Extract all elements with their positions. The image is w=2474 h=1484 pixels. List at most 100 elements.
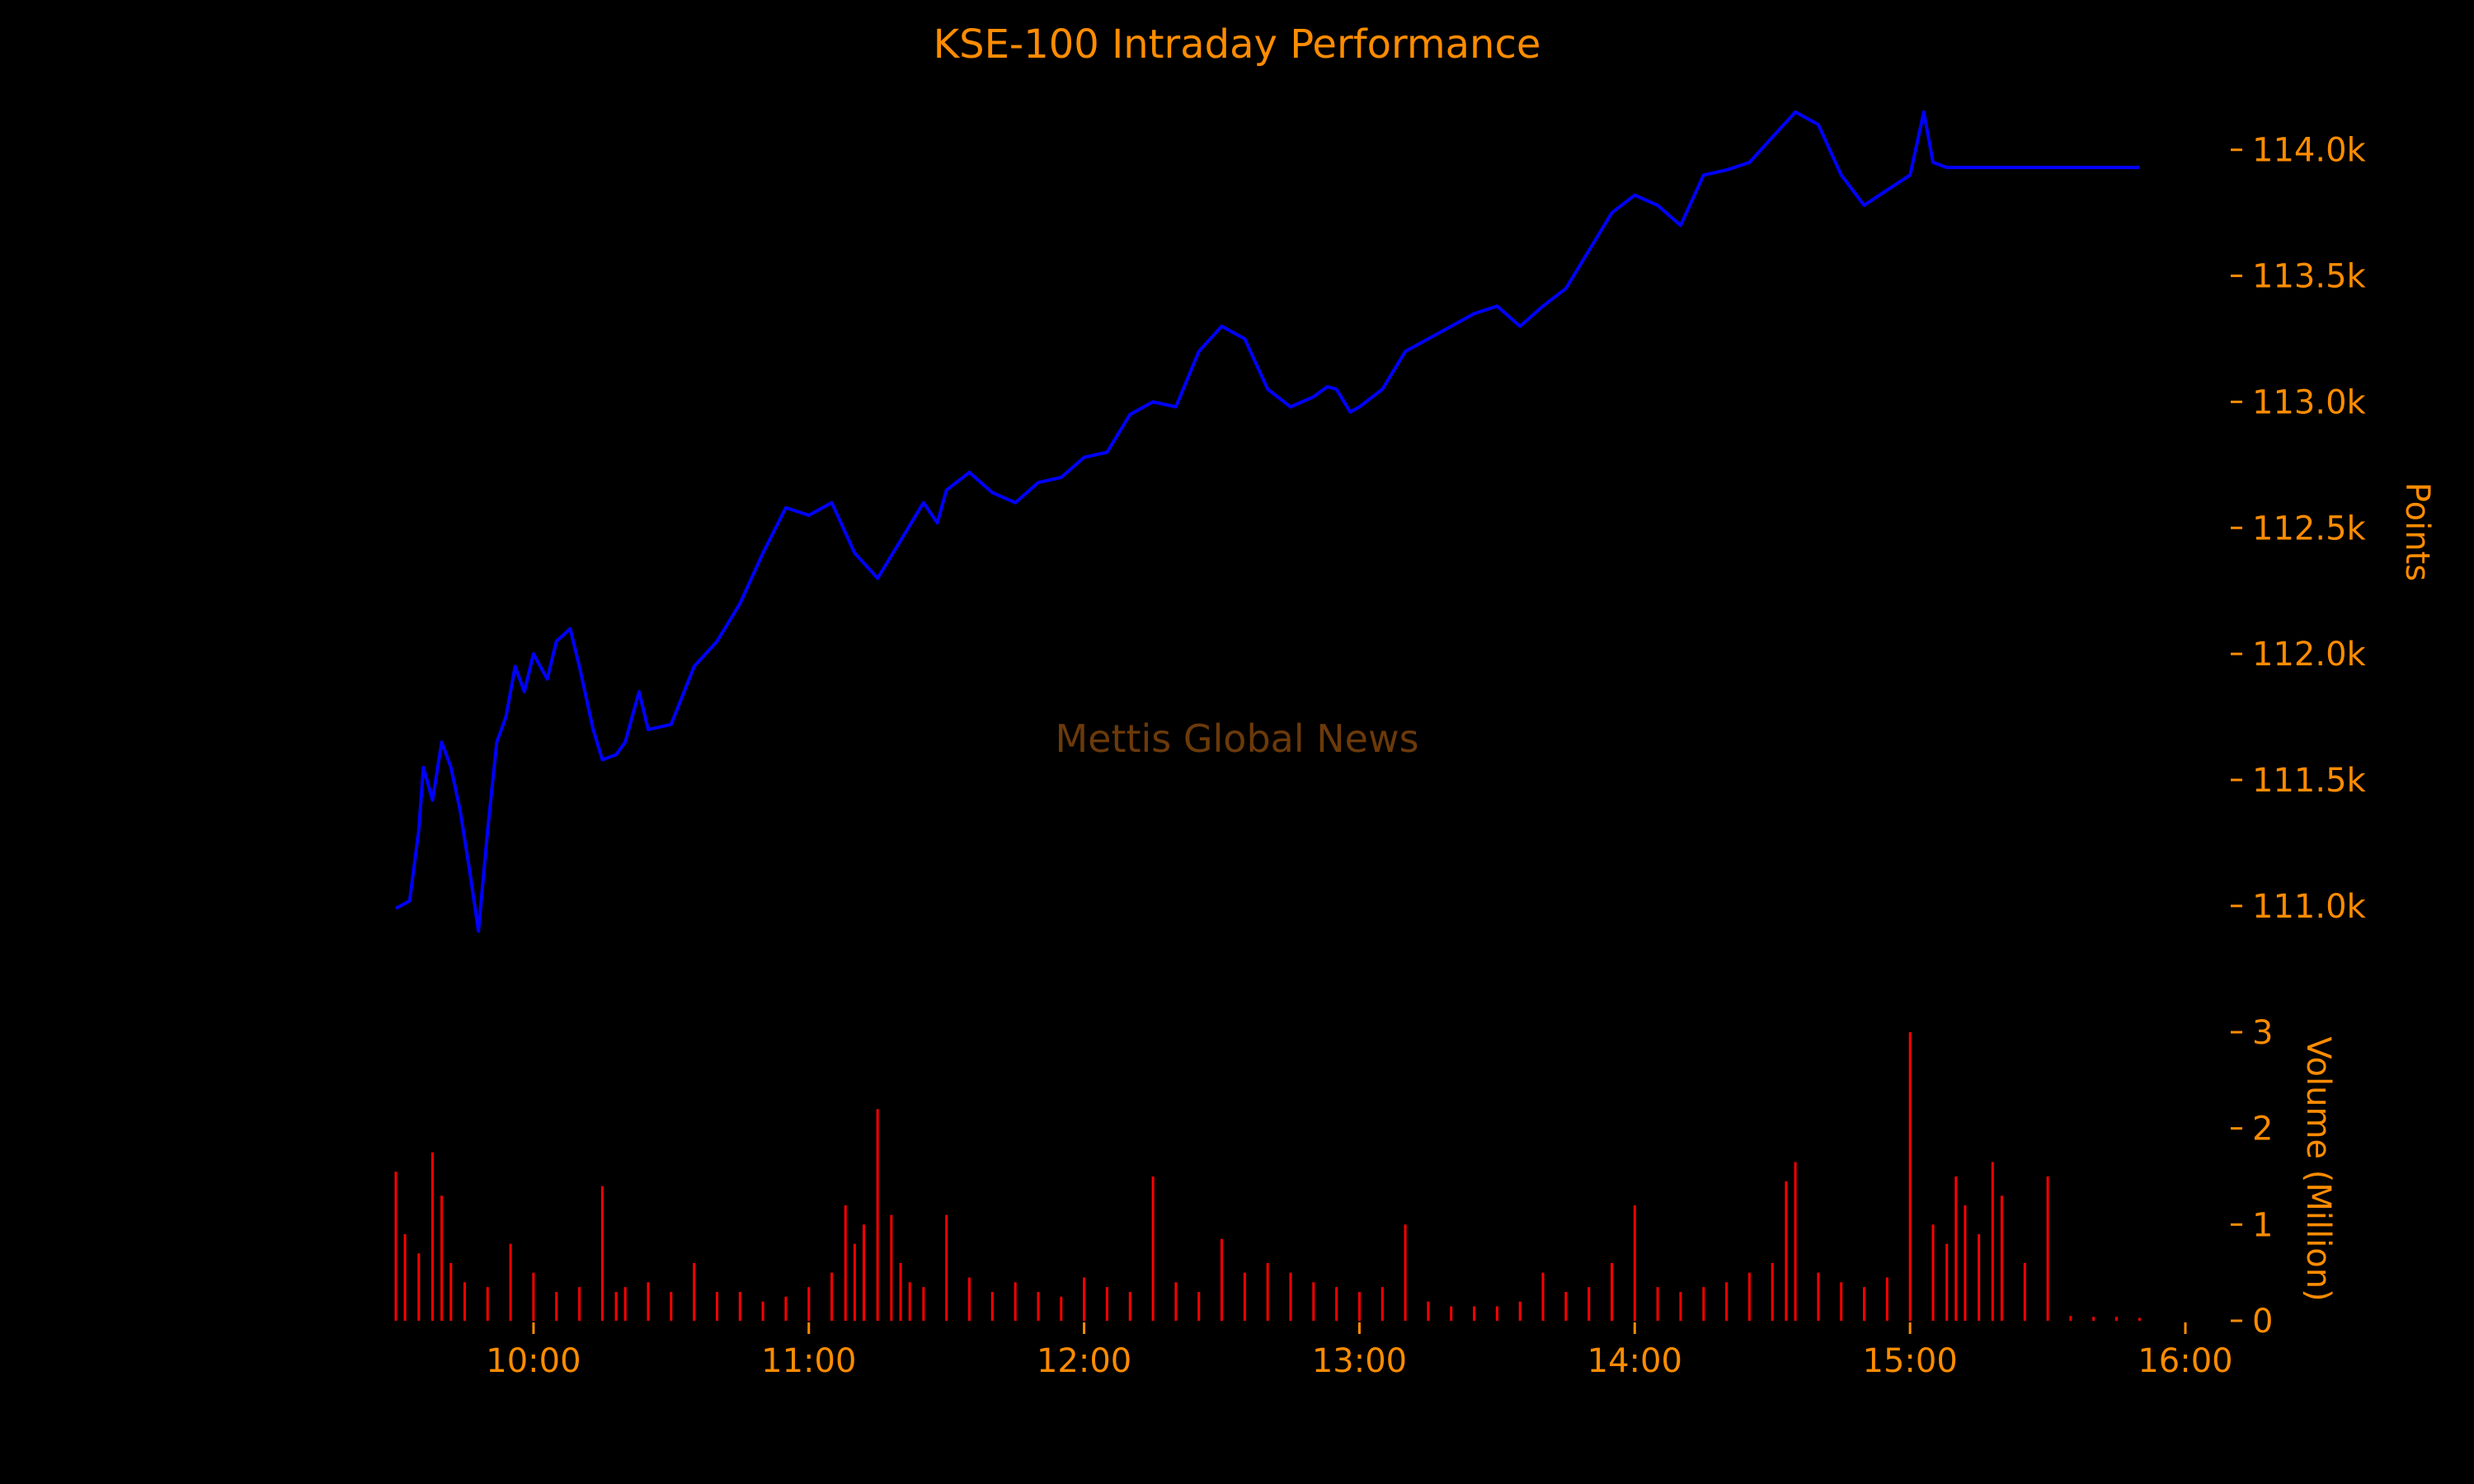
volume-bar bbox=[1725, 1282, 1729, 1321]
price-y-tick-label: 112.0k bbox=[2252, 636, 2367, 674]
volume-y-axis: 0 1 2 3 bbox=[2231, 1014, 2273, 1341]
x-tick-label: 16:00 bbox=[2138, 1342, 2232, 1380]
volume-bar bbox=[863, 1224, 865, 1321]
volume-y-tick-label: 3 bbox=[2252, 1014, 2273, 1052]
price-y-axis-label: Points bbox=[2398, 482, 2436, 581]
volume-bar bbox=[1266, 1263, 1269, 1321]
volume-y-tick-label: 2 bbox=[2252, 1111, 2273, 1148]
volume-bar bbox=[1037, 1292, 1040, 1321]
volume-bar bbox=[449, 1263, 453, 1321]
volume-bar bbox=[1991, 1162, 1994, 1321]
x-tick-label: 11:00 bbox=[761, 1342, 856, 1380]
volume-bar bbox=[1495, 1306, 1498, 1321]
volume-bar bbox=[1785, 1181, 1788, 1321]
volume-bar bbox=[1840, 1282, 1843, 1321]
x-tick-label: 14:00 bbox=[1587, 1342, 1682, 1380]
volume-bar bbox=[830, 1272, 834, 1321]
volume-bar bbox=[1427, 1301, 1430, 1321]
volume-bar bbox=[1863, 1287, 1865, 1321]
volume-bar bbox=[693, 1263, 696, 1321]
volume-y-tick-label: 0 bbox=[2252, 1303, 2273, 1341]
volume-bar bbox=[807, 1287, 811, 1321]
volume-bar bbox=[1289, 1272, 1292, 1321]
volume-bar bbox=[1587, 1287, 1591, 1321]
price-y-tick-label: 111.0k bbox=[2252, 888, 2367, 926]
volume-bar bbox=[1243, 1272, 1246, 1321]
volume-bar bbox=[738, 1292, 741, 1321]
volume-bar bbox=[1771, 1263, 1774, 1321]
volume-bar bbox=[463, 1282, 466, 1321]
volume-bar bbox=[1197, 1292, 1201, 1321]
volume-bar bbox=[440, 1195, 444, 1321]
volume-bar bbox=[1541, 1272, 1545, 1321]
volume-bar bbox=[1702, 1287, 1705, 1321]
volume-bar bbox=[509, 1243, 512, 1321]
volume-bar bbox=[1656, 1287, 1659, 1321]
volume-bar bbox=[1885, 1277, 1888, 1321]
volume-bar bbox=[908, 1282, 911, 1321]
volume-bar bbox=[990, 1292, 994, 1321]
volume-bars bbox=[394, 1032, 2141, 1321]
volume-bar bbox=[761, 1301, 764, 1321]
volume-bar bbox=[2000, 1195, 2003, 1321]
volume-bar bbox=[1473, 1306, 1476, 1321]
volume-bar bbox=[670, 1292, 673, 1321]
volume-bar bbox=[1312, 1282, 1315, 1321]
volume-bar bbox=[1151, 1176, 1155, 1321]
volume-panel: 0 1 2 3 Volume (Million) 10:00 11:00 12:00 13:… bbox=[394, 1014, 2337, 1380]
volume-bar bbox=[1358, 1292, 1361, 1321]
volume-bar bbox=[1954, 1176, 1958, 1321]
volume-bar bbox=[876, 1109, 879, 1321]
volume-bar bbox=[1817, 1272, 1820, 1321]
volume-bar bbox=[647, 1282, 650, 1321]
x-tick-label: 10:00 bbox=[486, 1342, 581, 1380]
volume-bar bbox=[431, 1152, 434, 1321]
volume-bar bbox=[1908, 1032, 1912, 1321]
volume-bar bbox=[1174, 1282, 1178, 1321]
volume-bar bbox=[1335, 1287, 1338, 1321]
x-tick-label: 13:00 bbox=[1312, 1342, 1407, 1380]
price-y-axis: 111.0k 111.5k 112.0k 112.5k 113.0k 113.5k 114.… bbox=[2231, 132, 2367, 926]
volume-bar bbox=[1221, 1238, 1223, 1321]
volume-bar bbox=[1633, 1205, 1636, 1321]
volume-bar bbox=[1964, 1205, 1967, 1321]
volume-bar bbox=[555, 1292, 558, 1321]
volume-bar bbox=[623, 1287, 627, 1321]
time-x-axis: 10:00 11:00 12:00 13:00 14:00 15:00 16:00 bbox=[486, 1322, 2233, 1380]
volume-bar bbox=[844, 1205, 847, 1321]
volume-bar bbox=[1931, 1224, 1935, 1321]
price-y-tick-label: 111.5k bbox=[2252, 762, 2367, 800]
volume-bar bbox=[1105, 1287, 1108, 1321]
volume-bar bbox=[1679, 1292, 1682, 1321]
volume-bar bbox=[486, 1287, 489, 1321]
volume-bar bbox=[1747, 1272, 1751, 1321]
volume-bar bbox=[2069, 1316, 2072, 1321]
volume-bar bbox=[968, 1277, 971, 1321]
volume-bar bbox=[1794, 1162, 1797, 1321]
volume-bar bbox=[1404, 1224, 1407, 1321]
price-panel: 111.0k 111.5k 112.0k 112.5k 113.0k 113.5k 114.… bbox=[395, 110, 2436, 933]
volume-y-axis-label: Volume (Million) bbox=[2299, 1036, 2337, 1301]
volume-bar bbox=[716, 1292, 718, 1321]
x-tick-label: 15:00 bbox=[1863, 1342, 1958, 1380]
price-y-tick-label: 112.5k bbox=[2252, 510, 2367, 547]
volume-bar bbox=[1518, 1301, 1522, 1321]
volume-bar bbox=[417, 1253, 421, 1321]
volume-bar bbox=[922, 1287, 925, 1321]
volume-bar bbox=[614, 1292, 618, 1321]
price-y-tick-label: 113.5k bbox=[2252, 258, 2367, 296]
volume-bar bbox=[394, 1172, 397, 1321]
volume-bar bbox=[1564, 1292, 1568, 1321]
volume-bar bbox=[890, 1214, 893, 1321]
volume-bar bbox=[1945, 1243, 1949, 1321]
chart-title: KSE-100 Intraday Performance bbox=[934, 21, 1541, 68]
volume-bar bbox=[2046, 1176, 2049, 1321]
volume-bar bbox=[403, 1234, 407, 1321]
volume-bar bbox=[578, 1287, 581, 1321]
volume-bar bbox=[1611, 1263, 1613, 1321]
volume-bar bbox=[1450, 1306, 1453, 1321]
volume-bar bbox=[1128, 1292, 1131, 1321]
